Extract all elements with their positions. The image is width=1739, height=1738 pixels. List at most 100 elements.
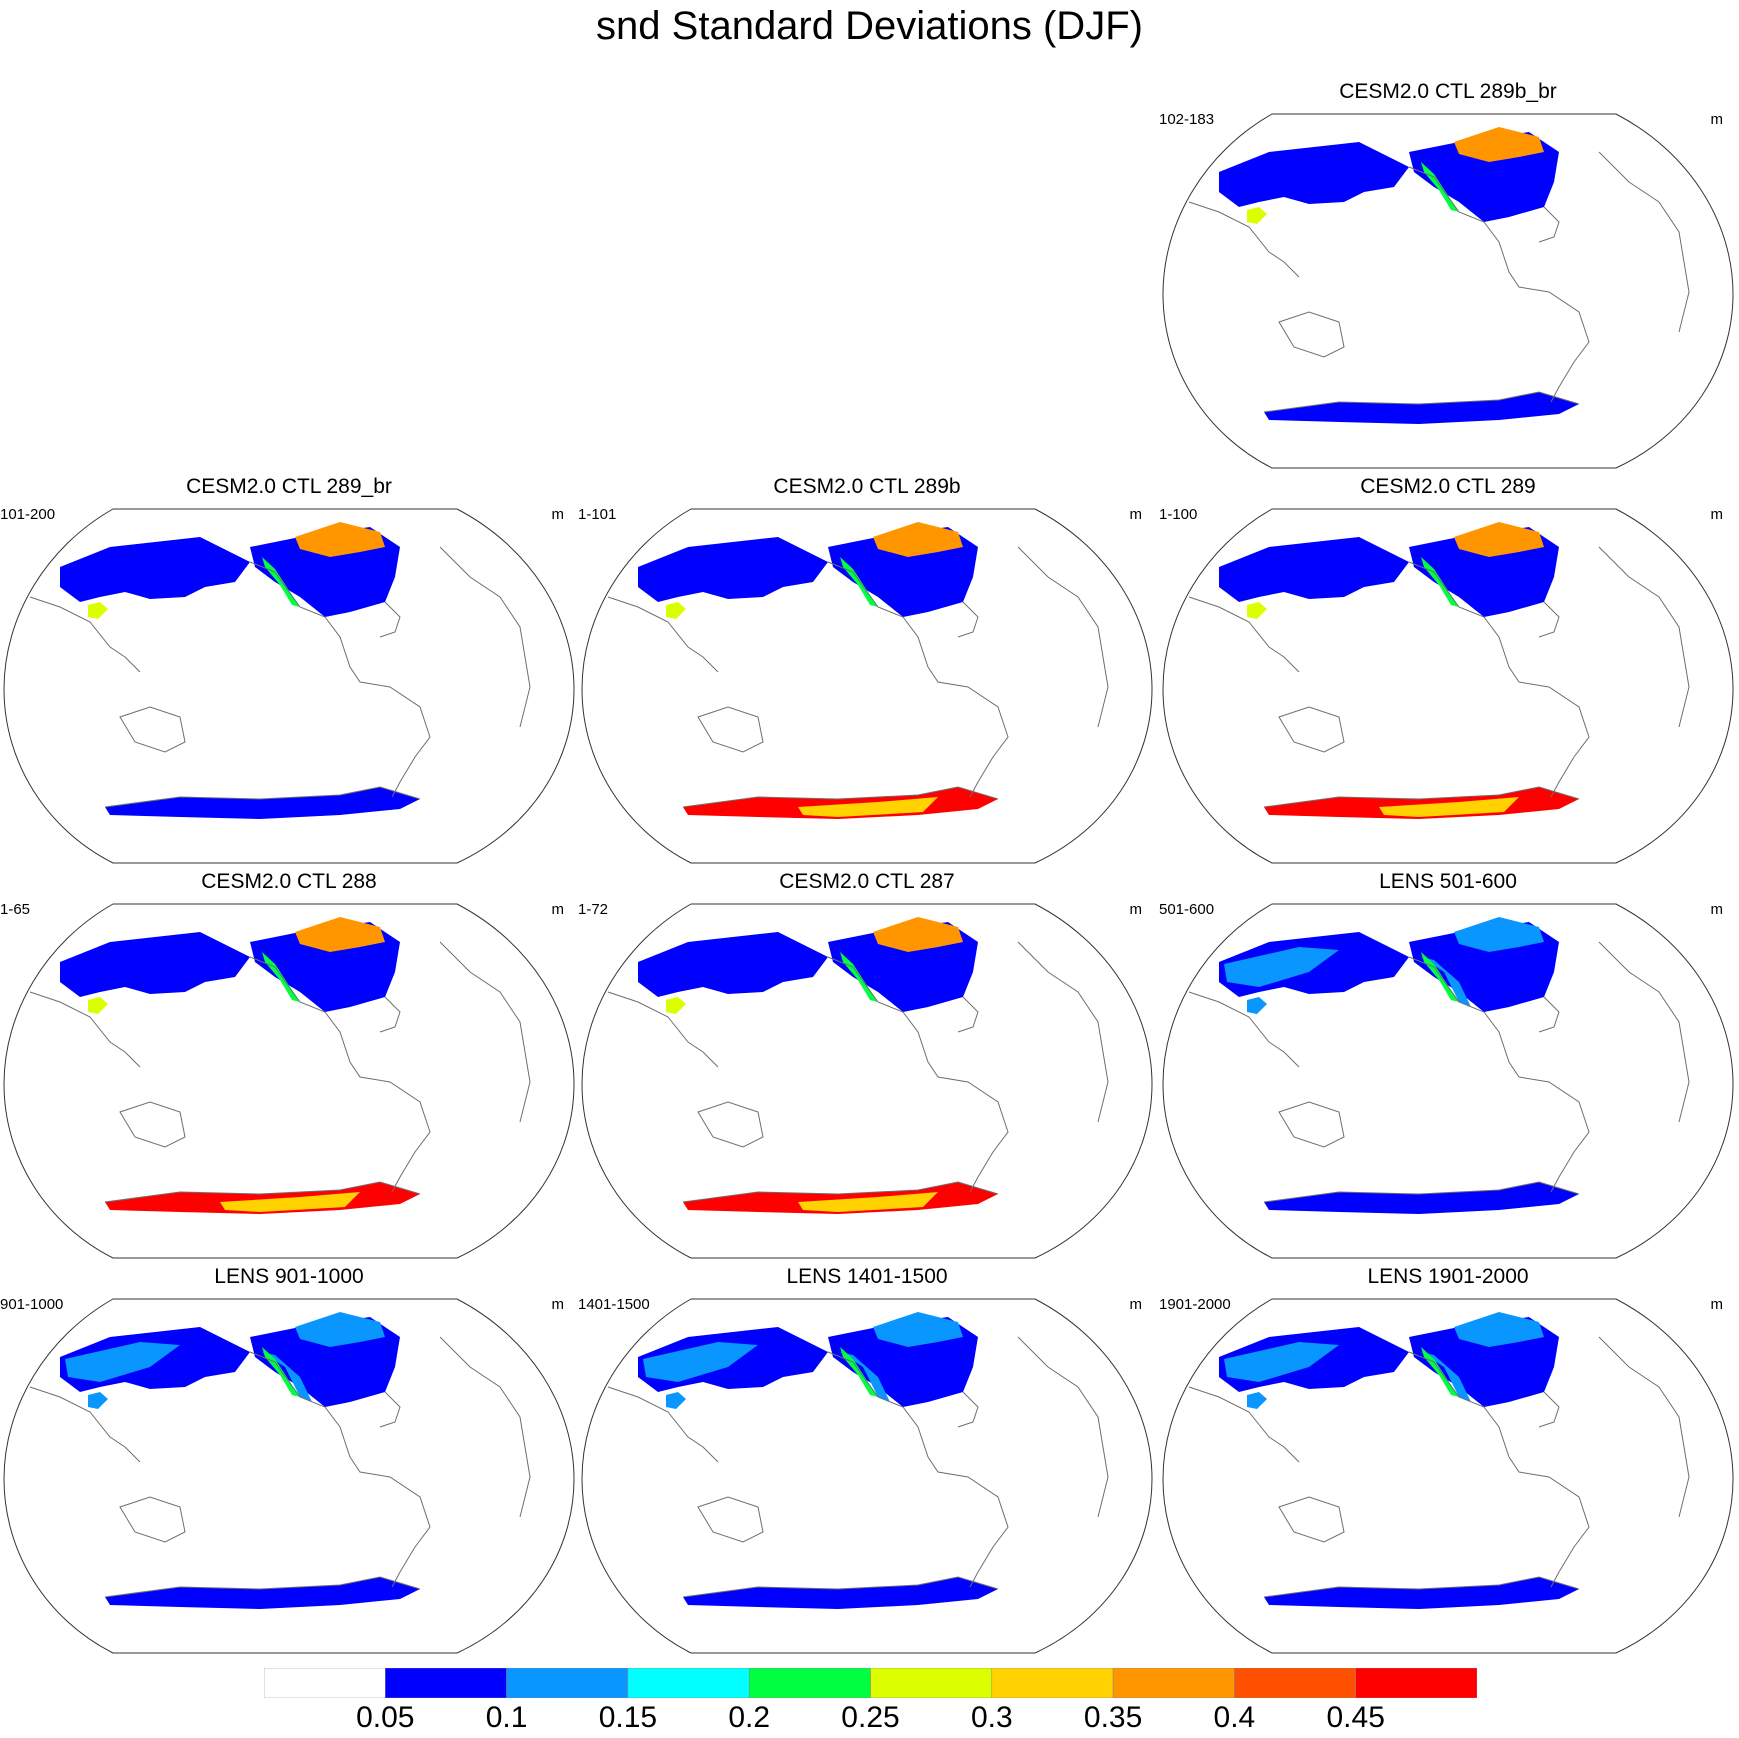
coastline: [957, 996, 979, 1033]
colorbar-label: 0.35: [1083, 1701, 1143, 1734]
snow-eurasia: [60, 537, 250, 602]
colorbar-label: 0.3: [970, 1701, 1013, 1734]
panel-years: 1901-2000: [1159, 1296, 1231, 1313]
coastline: [104, 786, 421, 808]
colorbar-swatch: [1234, 1668, 1356, 1698]
map-panel: CESM2.0 CTL 289b_br 102-183 m: [1159, 80, 1737, 475]
coastline: [249, 956, 431, 1193]
coastline: [379, 996, 401, 1033]
snow-arctic: [1454, 127, 1544, 162]
snow-tibet: [88, 997, 108, 1014]
snow-tibet: [666, 997, 686, 1014]
snow-antarctica-inner: [798, 797, 938, 817]
snow-antarctica-inner: [1379, 797, 1519, 817]
snow-arctic: [295, 1312, 385, 1347]
colorbar-label: 0.25: [841, 1701, 900, 1734]
colorbar-label: 0.15: [598, 1701, 658, 1734]
snow-arctic: [873, 522, 963, 557]
coastline: [1017, 1336, 1109, 1518]
panel-units: m: [551, 901, 565, 918]
globe-outline: [1162, 1298, 1734, 1654]
coastline: [697, 1101, 764, 1148]
coastline: [1188, 201, 1300, 278]
snow-antarctica-inner: [798, 1192, 938, 1212]
map-globe: [1162, 113, 1734, 469]
coastline: [1188, 991, 1300, 1068]
coastline: [1538, 206, 1560, 243]
snow-tibet: [88, 1392, 108, 1409]
snow-tibet: [1247, 207, 1267, 224]
snow-rockies: [262, 1352, 312, 1402]
coastline: [1408, 956, 1590, 1193]
colorbar-swatch: [264, 1668, 386, 1698]
snow-eurasia: [638, 537, 828, 602]
map-panel: LENS 901-1000 901-1000 m: [0, 1265, 578, 1660]
panel-units: m: [1710, 1296, 1724, 1313]
colorbar-label: 0.2: [728, 1701, 771, 1734]
globe-outline: [1162, 903, 1734, 1259]
coastline: [1278, 1101, 1345, 1148]
coastline: [607, 991, 719, 1068]
coastline: [1017, 546, 1109, 728]
coastline: [1017, 941, 1109, 1123]
map-panel: CESM2.0 CTL 288 1-65 m: [0, 870, 578, 1265]
coastline: [1263, 391, 1580, 413]
colorbar: [264, 1668, 1477, 1698]
colorbar-swatch: [1112, 1668, 1235, 1698]
figure-title: snd Standard Deviations (DJF): [596, 4, 1143, 48]
colorbar-swatch: [627, 1668, 750, 1698]
map-panel: CESM2.0 CTL 289b 1-101 m: [578, 475, 1156, 870]
panel-units: m: [551, 1296, 565, 1313]
map-panel: CESM2.0 CTL 289_br 101-200 m: [0, 475, 578, 870]
snow-antarctica-inner: [220, 1192, 360, 1212]
panel-units: m: [1710, 901, 1724, 918]
snow-tibet: [1247, 602, 1267, 619]
coastline: [682, 1576, 999, 1598]
snow-eurasia: [638, 932, 828, 997]
coastline: [1278, 1496, 1345, 1543]
snow-tibet: [666, 1392, 686, 1409]
coastline: [1188, 596, 1300, 673]
globe-outline: [1162, 508, 1734, 864]
coastline: [957, 1391, 979, 1428]
globe-outline: [3, 1298, 575, 1654]
coastline: [1538, 601, 1560, 638]
coastline: [1263, 786, 1580, 808]
coastline: [1598, 151, 1690, 333]
panel-title: LENS 501-600: [1379, 870, 1517, 893]
coastline: [379, 1391, 401, 1428]
snow-arctic: [1454, 1312, 1544, 1347]
coastline: [1538, 996, 1560, 1033]
colorbar-label: 0.05: [356, 1701, 415, 1734]
colorbar-swatch: [1355, 1668, 1477, 1698]
panel-title: CESM2.0 CTL 289b_br: [1339, 80, 1557, 103]
panel-years: 1-100: [1159, 506, 1198, 523]
globe-outline: [581, 1298, 1153, 1654]
snow-rockies: [1421, 1352, 1471, 1402]
coastline: [29, 1386, 141, 1463]
panel-units: m: [1129, 1296, 1143, 1313]
panel-years: 102-183: [1159, 111, 1215, 128]
snow-tibet: [1247, 1392, 1267, 1409]
colorbar-label: 0.45: [1326, 1701, 1385, 1734]
panel-years: 1-72: [578, 901, 609, 918]
map-globe: [3, 903, 575, 1259]
panel-years: 101-200: [0, 506, 56, 523]
snow-eurasia: [1219, 142, 1409, 207]
coastline: [1598, 1336, 1690, 1518]
coastline: [439, 546, 531, 728]
map-globe: [1162, 508, 1734, 864]
coastline: [104, 1576, 421, 1598]
snow-arctic: [1454, 522, 1544, 557]
snow-eurasia: [1219, 537, 1409, 602]
coastline: [379, 601, 401, 638]
panel-units: m: [1710, 506, 1724, 523]
map-panel: CESM2.0 CTL 287 1-72 m: [578, 870, 1156, 1265]
coastline: [607, 596, 719, 673]
snow-arctic: [873, 1312, 963, 1347]
coastline: [1408, 1351, 1590, 1588]
globe-outline: [581, 903, 1153, 1259]
panel-years: 1-65: [0, 901, 31, 918]
colorbar-label: 0.1: [485, 1701, 528, 1734]
coastline: [1263, 1576, 1580, 1598]
